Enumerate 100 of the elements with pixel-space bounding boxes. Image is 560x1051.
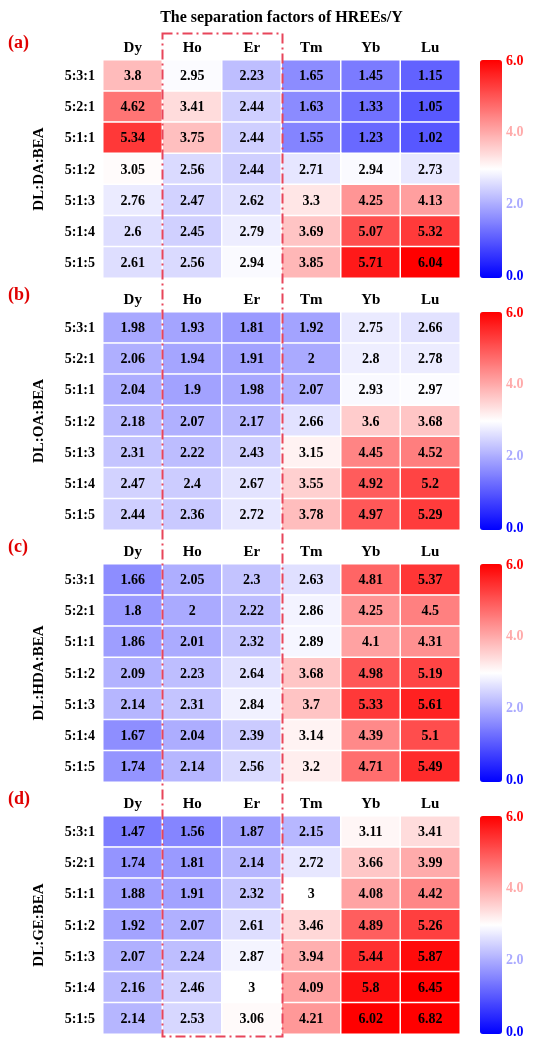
data-label: 3.78 xyxy=(299,506,324,522)
data-label: 4.1 xyxy=(362,634,380,650)
y-tick-label: 5:2:1 xyxy=(64,603,95,619)
data-label: 1.87 xyxy=(239,824,264,840)
data-label: 1.47 xyxy=(120,824,145,840)
data-label: 2.67 xyxy=(239,475,264,491)
data-label: 2.64 xyxy=(239,665,264,681)
data-label: 2.79 xyxy=(239,223,264,239)
data-label: 2.75 xyxy=(358,320,383,336)
data-label: 4.81 xyxy=(358,572,383,588)
data-label: 4.5 xyxy=(421,603,439,619)
data-label: 4.39 xyxy=(358,727,383,743)
y-tick-label: 5:1:1 xyxy=(64,886,95,902)
data-label: 6.02 xyxy=(358,1010,383,1026)
data-label: 2.45 xyxy=(180,223,205,239)
data-label: 6.82 xyxy=(418,1010,443,1026)
y-tick-label: 5:1:2 xyxy=(64,161,95,177)
data-label: 2.14 xyxy=(120,1010,145,1026)
data-label: 3.75 xyxy=(180,130,205,146)
data-label: 2.56 xyxy=(180,161,205,177)
data-label: 5.07 xyxy=(358,223,383,239)
chart-title: The separation factors of HREEs/Y xyxy=(159,8,404,28)
data-label: 5.1 xyxy=(421,727,439,743)
data-label: 2.76 xyxy=(120,192,145,208)
data-label: 1.88 xyxy=(120,886,145,902)
data-label: 2.44 xyxy=(239,161,264,177)
data-label: 3.69 xyxy=(299,223,324,239)
data-label: 1.56 xyxy=(180,824,205,840)
data-label: 5.44 xyxy=(358,948,383,964)
data-label: 2.94 xyxy=(358,161,383,177)
color-bar-label: 2.0 xyxy=(506,951,524,967)
data-label: 2.23 xyxy=(180,665,205,681)
data-label: 4.42 xyxy=(418,886,443,902)
y-axis-title: DL:DA:BEA xyxy=(29,127,46,211)
x-tick-label: Tm xyxy=(300,290,323,307)
color-bar-label: 4.0 xyxy=(506,628,524,644)
data-label: 1.86 xyxy=(120,634,145,650)
y-tick-label: 5:1:5 xyxy=(64,1010,95,1026)
data-label: 2.07 xyxy=(180,413,205,429)
data-label: 1.8 xyxy=(124,603,142,619)
data-label: 3.3 xyxy=(302,192,320,208)
data-label: 2.97 xyxy=(418,382,443,398)
data-label: 2.43 xyxy=(239,444,264,460)
y-tick-label: 5:1:2 xyxy=(64,917,95,933)
data-label: 1.93 xyxy=(180,320,205,336)
y-axis-title: DL:GE:BEA xyxy=(29,883,46,967)
data-label: 2.6 xyxy=(124,223,142,239)
data-label: 2.71 xyxy=(299,161,324,177)
data-label: 2.17 xyxy=(239,413,264,429)
y-tick-label: 5:1:1 xyxy=(64,382,95,398)
data-label: 1.63 xyxy=(299,99,324,115)
data-label: 2.84 xyxy=(239,696,264,712)
x-tick-label: Ho xyxy=(182,290,202,307)
data-label: 2.22 xyxy=(239,603,264,619)
data-label: 2.61 xyxy=(120,254,145,270)
data-label: 1.92 xyxy=(299,320,324,336)
data-label: 1.45 xyxy=(358,68,383,84)
x-tick-label: Lu xyxy=(421,38,440,55)
data-label: 5.37 xyxy=(418,572,443,588)
x-tick-label: Tm xyxy=(300,542,323,559)
data-label: 2.09 xyxy=(120,665,145,681)
text: (d) xyxy=(8,788,30,809)
data-label: 2.72 xyxy=(239,506,264,522)
x-tick-label: Yb xyxy=(361,794,381,811)
y-tick-label: 5:1:5 xyxy=(64,758,95,774)
x-tick-label: Yb xyxy=(361,38,381,55)
color-bar-label: 6.0 xyxy=(506,808,524,824)
data-label: 3.41 xyxy=(180,99,205,115)
y-tick-label: 5:1:2 xyxy=(64,413,95,429)
data-label: 1.65 xyxy=(299,68,324,84)
data-label: 5.26 xyxy=(418,917,443,933)
data-label: 3.41 xyxy=(418,824,443,840)
data-label: 2.23 xyxy=(239,68,264,84)
data-label: 1.94 xyxy=(180,351,205,367)
data-label: 2.14 xyxy=(180,758,205,774)
data-label: 2.05 xyxy=(180,572,205,588)
data-label: 3.11 xyxy=(358,824,383,840)
data-label: 2.46 xyxy=(180,979,205,995)
y-tick-label: 5:1:2 xyxy=(64,665,95,681)
color-bar-label: 0.0 xyxy=(506,519,524,535)
data-label: 1.81 xyxy=(239,320,264,336)
data-label: 2.47 xyxy=(120,475,145,491)
data-label: 2.39 xyxy=(239,727,264,743)
x-tick-label: Dy xyxy=(123,794,143,811)
y-tick-label: 5:3:1 xyxy=(64,68,95,84)
y-tick-label: 5:2:1 xyxy=(64,855,95,871)
x-tick-label: Yb xyxy=(361,290,381,307)
y-axis-title: DL:OA:BEA xyxy=(29,378,46,464)
data-label: 5.49 xyxy=(418,758,443,774)
data-label: 1.55 xyxy=(299,130,324,146)
data-label: 1.98 xyxy=(120,320,145,336)
data-label: 2.14 xyxy=(120,696,145,712)
data-label: 2.06 xyxy=(120,351,145,367)
x-tick-label: Tm xyxy=(300,38,323,55)
data-label: 5.32 xyxy=(418,223,443,239)
data-label: 2.04 xyxy=(120,382,145,398)
y-tick-label: 5:1:3 xyxy=(64,696,95,712)
data-label: 1.33 xyxy=(358,99,383,115)
color-bar-label: 0.0 xyxy=(506,267,524,283)
data-label: 5.8 xyxy=(362,979,380,995)
